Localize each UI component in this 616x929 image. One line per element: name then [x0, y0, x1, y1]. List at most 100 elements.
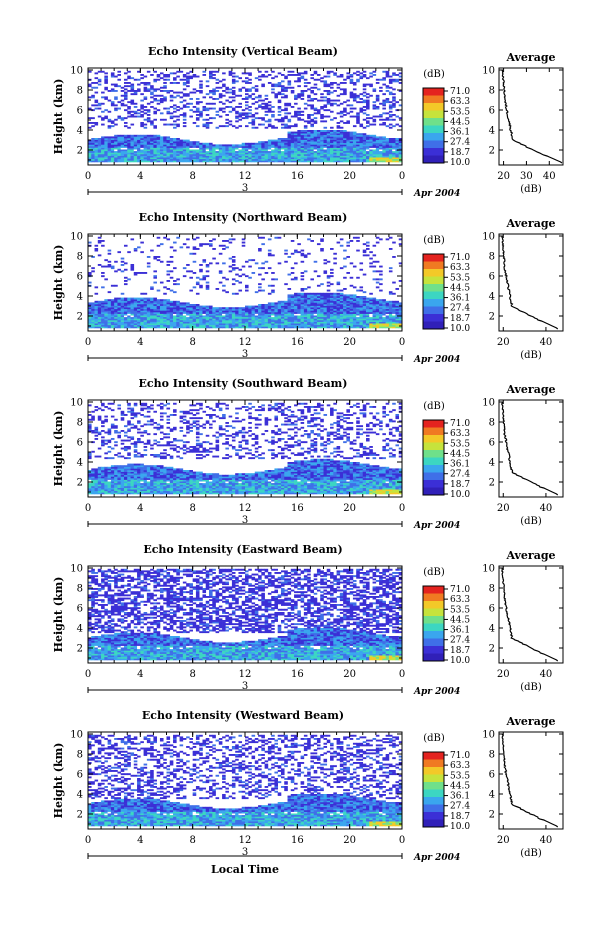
heatmap-cell — [120, 297, 125, 300]
heatmap-cell — [254, 305, 259, 308]
heatmap-cell — [192, 142, 197, 145]
heatmap-cell — [280, 315, 285, 318]
heatmap-cell — [323, 304, 328, 306]
heatmap-cell — [330, 302, 334, 305]
heatmap-cell — [280, 126, 285, 129]
heatmap-cell — [150, 96, 154, 99]
heatmap-cell — [346, 272, 350, 274]
heatmap-cell — [159, 302, 164, 305]
heatmap-cell — [349, 302, 354, 305]
heatmap-cell — [362, 141, 367, 144]
heatmap-cell — [261, 106, 265, 108]
heatmap-cell — [245, 93, 249, 96]
heatmap-cell — [277, 106, 282, 108]
heatmap-cell — [143, 147, 148, 150]
heatmap-cell — [388, 292, 393, 295]
heatmap-cell — [140, 141, 144, 144]
heatmap-cell — [101, 310, 105, 313]
heatmap-cell — [261, 312, 265, 314]
heatmap-cell — [300, 249, 305, 252]
heatmap-cell — [186, 316, 190, 319]
heatmap-cell — [330, 308, 334, 311]
heatmap-cell — [215, 98, 220, 100]
heatmap-cell — [195, 125, 200, 128]
heatmap-cell — [137, 149, 141, 152]
heatmap-cell — [248, 265, 252, 268]
heatmap-cell — [169, 115, 174, 118]
heatmap-cell — [120, 300, 125, 303]
heatmap-cell — [388, 248, 393, 250]
heatmap-cell — [205, 323, 210, 326]
heatmap-cell — [333, 300, 337, 303]
heatmap-cell — [150, 326, 154, 329]
heatmap-cell — [372, 326, 377, 329]
heatmap-cell — [366, 101, 370, 104]
heatmap-cell — [248, 90, 252, 92]
heatmap-cell — [166, 146, 171, 148]
heatmap-cell — [248, 157, 252, 160]
heatmap-cell — [189, 313, 193, 316]
heatmap-cell — [326, 300, 331, 303]
heatmap-cell — [140, 150, 144, 153]
heatmap-cell — [205, 308, 210, 311]
heatmap-cell — [271, 278, 275, 281]
heatmap-cell — [91, 146, 95, 148]
heatmap-cell — [156, 244, 161, 247]
heatmap-cell — [294, 249, 298, 252]
heatmap-cell — [310, 74, 314, 76]
heatmap-cell — [245, 308, 249, 311]
heatmap-cell — [245, 323, 249, 326]
heatmap-cell — [346, 307, 350, 310]
heatmap-cell — [97, 80, 102, 83]
heatmap-cell — [330, 321, 334, 324]
heatmap-cell — [114, 260, 118, 263]
heatmap-cell — [212, 155, 216, 158]
heatmap-cell — [127, 297, 131, 300]
heatmap-cell — [107, 252, 112, 255]
heatmap-cell — [137, 152, 141, 155]
heatmap-cell — [346, 158, 350, 161]
heatmap-cell — [290, 267, 295, 270]
heatmap-cell — [137, 324, 141, 327]
heatmap-cell — [382, 299, 386, 302]
heatmap-cell — [133, 102, 138, 105]
heatmap-cell — [362, 160, 367, 163]
heatmap-cell — [91, 158, 95, 161]
heatmap-cell — [195, 149, 200, 152]
heatmap-cell — [359, 286, 364, 289]
heatmap-cell — [392, 98, 396, 100]
heatmap-cell — [146, 82, 151, 84]
heatmap-cell — [130, 102, 135, 105]
heatmap-cell — [176, 307, 180, 310]
heatmap-cell — [303, 142, 308, 145]
heatmap-cell — [372, 323, 377, 326]
heatmap-cells — [88, 70, 403, 163]
heatmap-cell — [320, 157, 324, 160]
heatmap-cell — [159, 90, 164, 92]
heatmap-cell — [179, 139, 184, 142]
heatmap-cell — [369, 139, 373, 142]
heatmap-cell — [369, 75, 373, 78]
heatmap-cell — [267, 307, 272, 310]
heatmap-cell — [271, 312, 275, 314]
heatmap-cell — [97, 305, 102, 308]
heatmap-cell — [228, 101, 233, 104]
heatmap-cell — [300, 318, 305, 321]
heatmap-cell — [101, 146, 105, 148]
heatmap-cell — [343, 130, 347, 132]
heatmap-cell — [284, 123, 288, 126]
heatmap-cell — [120, 157, 125, 160]
heatmap-cell — [343, 109, 347, 112]
heatmap-cell — [169, 320, 174, 322]
heatmap-cell — [294, 110, 298, 113]
heatmap-cell — [303, 307, 308, 310]
heatmap-cell — [228, 320, 233, 322]
x-tick-label: 16 — [291, 171, 304, 182]
heatmap-cell — [336, 144, 341, 147]
heatmap-cell — [339, 126, 344, 129]
heatmap-cell — [382, 70, 386, 73]
heatmap-cell — [339, 304, 344, 306]
heatmap-cell — [303, 152, 308, 155]
heatmap-cell — [280, 149, 285, 152]
heatmap-cell — [271, 289, 275, 292]
